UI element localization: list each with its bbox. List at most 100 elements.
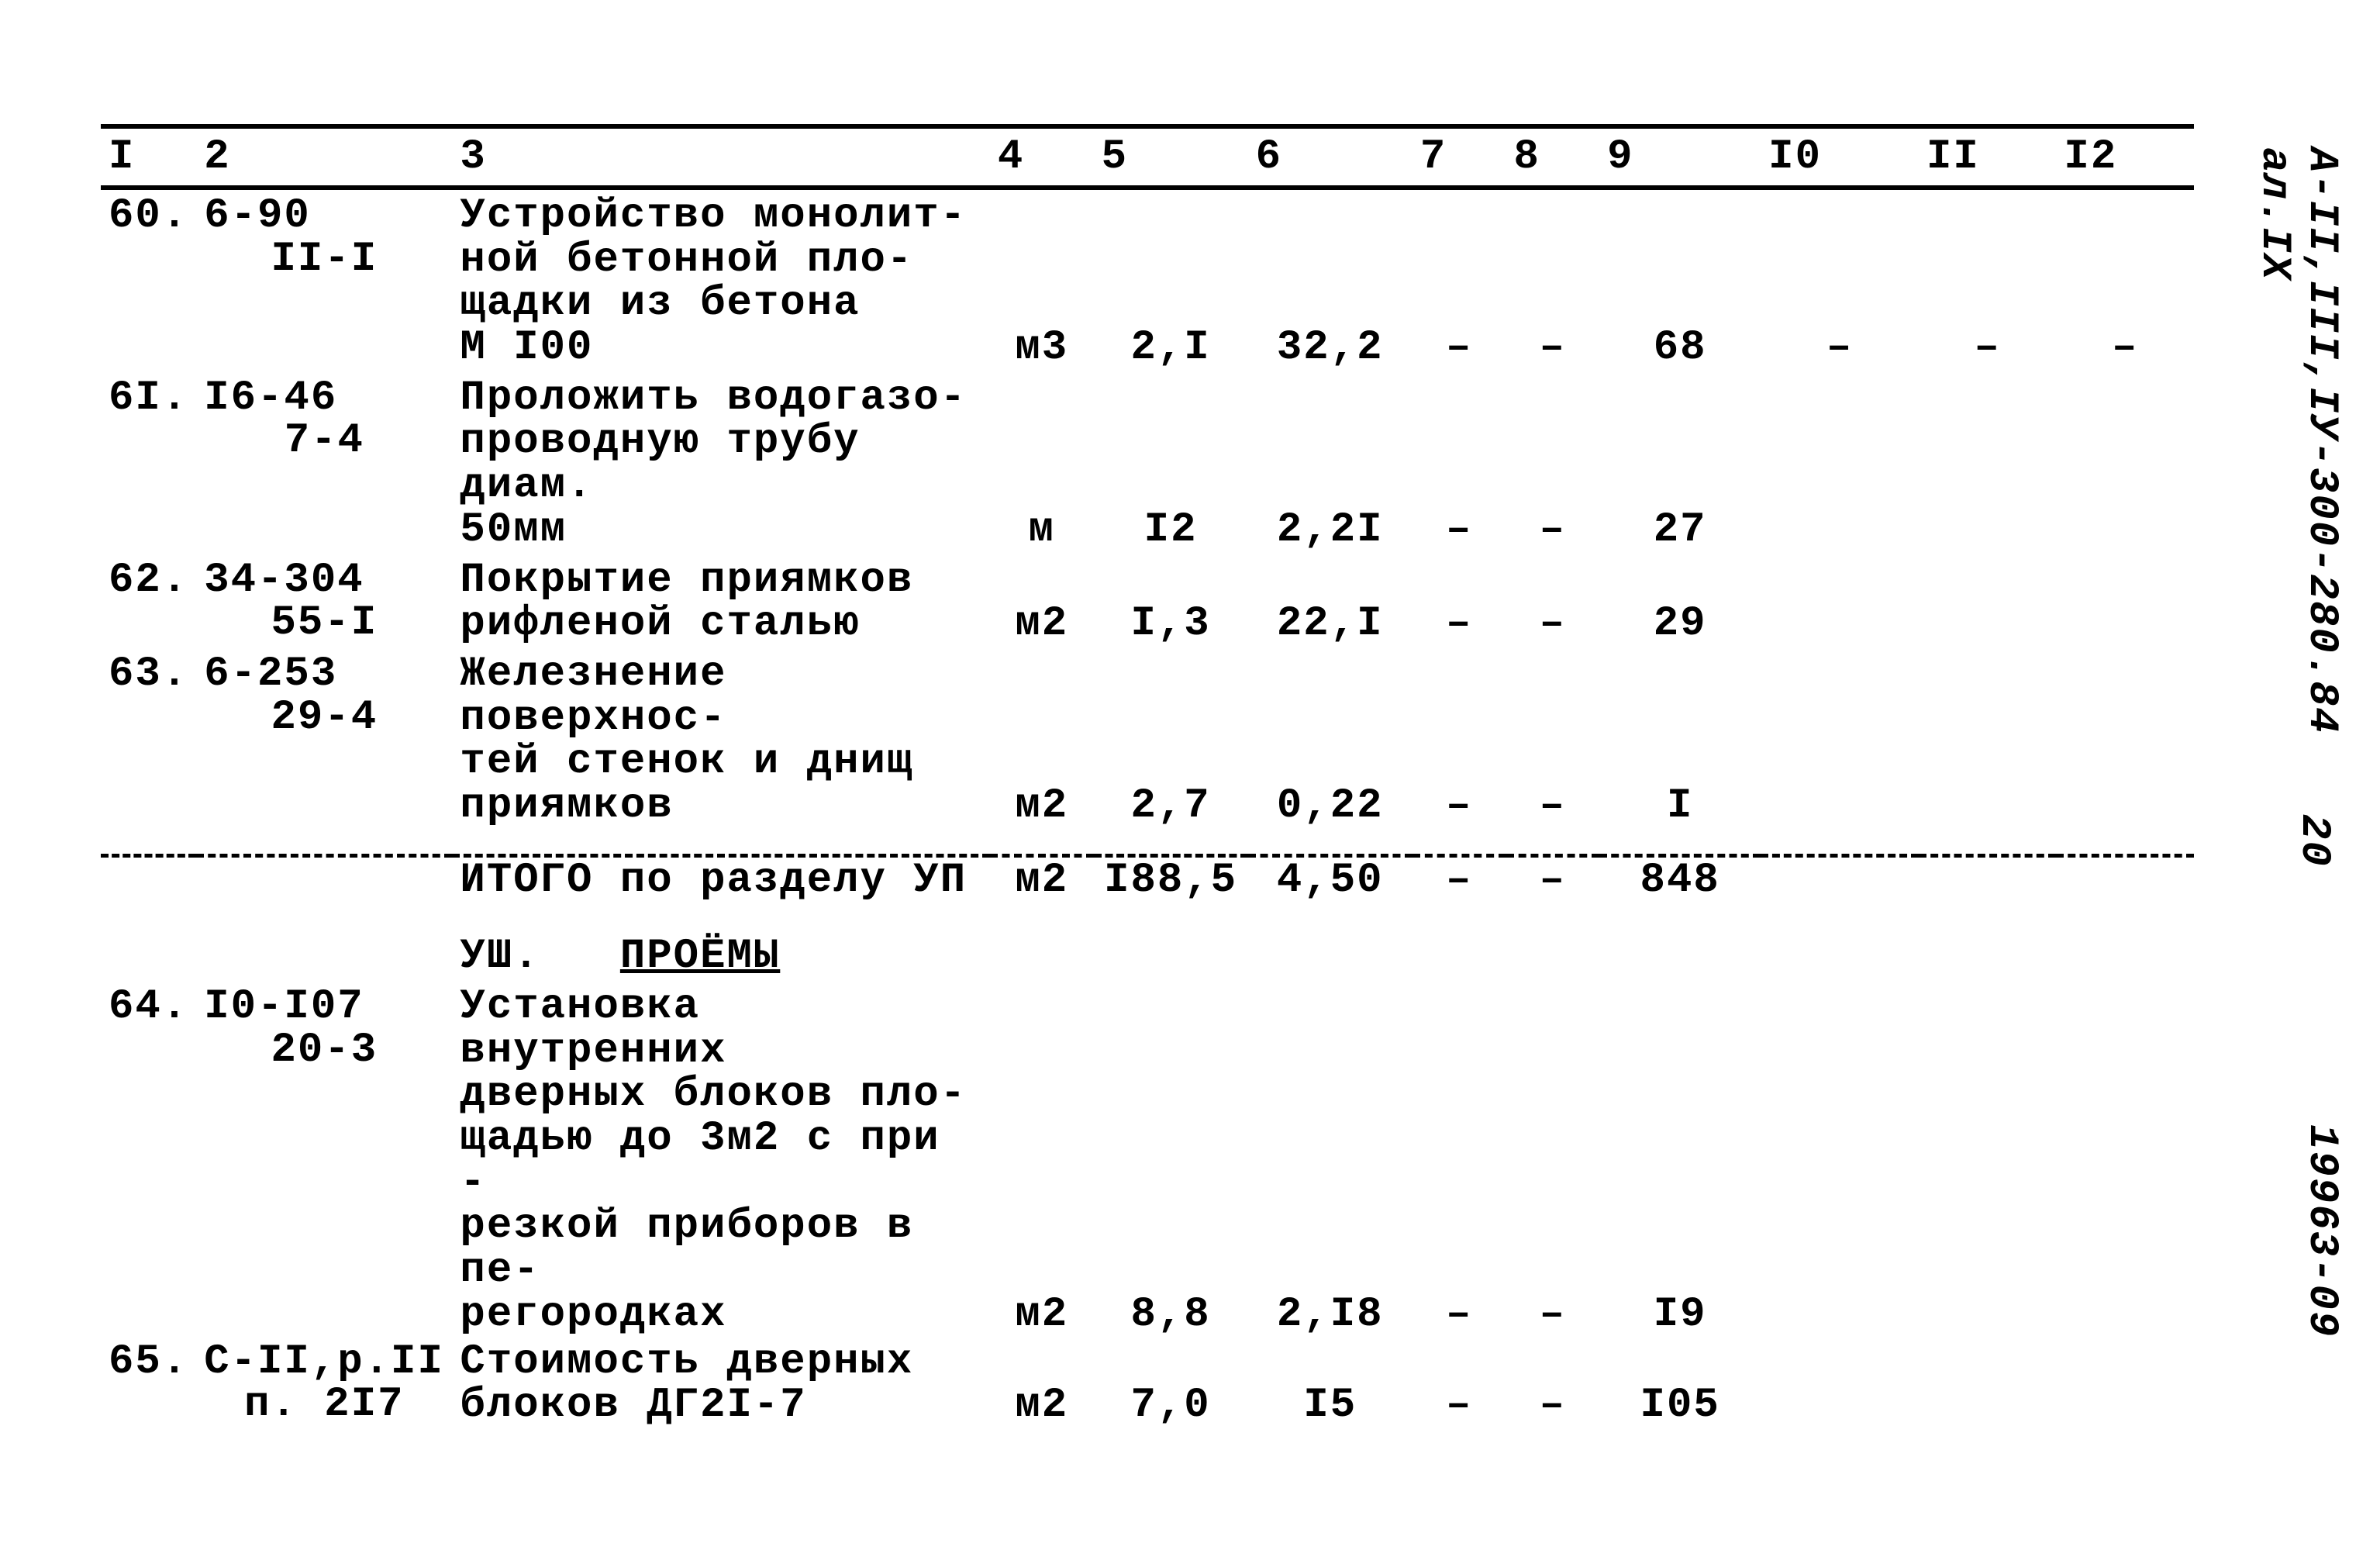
row-c11 [1919, 651, 2056, 830]
ref-top: 6-253 [204, 651, 337, 698]
row-number: 65. [101, 1339, 196, 1430]
table-row: 6I. I6-46 7-4 Проложить водогазо-проводн… [101, 375, 2194, 554]
col-1: I [101, 126, 196, 188]
row-ref: 6-90 II-I [196, 193, 452, 372]
ref-top: I0-I07 [204, 983, 364, 1031]
section-row: УШ. ПРОЁМЫ [101, 934, 2194, 981]
row-c10 [1761, 558, 1919, 648]
subtotal-c10 [1761, 855, 1919, 904]
row-c7: – [1412, 375, 1506, 554]
row-c7: – [1412, 558, 1506, 648]
side-ref-al: ал.IХ [2251, 147, 2298, 734]
row-c5: I,3 [1094, 558, 1248, 648]
subtotal-c11 [1919, 855, 2056, 904]
subtotal-unit: м2 [990, 855, 1094, 904]
subtotal-c6: 4,50 [1248, 855, 1412, 904]
row-c5: 7,0 [1094, 1339, 1248, 1430]
side-reference: А-II,III,IУ-300-280.84 ал.IХ [2251, 147, 2345, 734]
row-c5: 2,7 [1094, 651, 1248, 830]
row-c9: 68 [1599, 193, 1761, 372]
row-c7: – [1412, 651, 1506, 830]
row-c9: I05 [1599, 1339, 1761, 1430]
ref-sub: 29-4 [204, 697, 444, 739]
col-8: 8 [1506, 126, 1600, 188]
section-heading: УШ. ПРОЁМЫ [452, 934, 990, 981]
section-prefix: УШ. [460, 933, 540, 980]
row-c5: I2 [1094, 375, 1248, 554]
row-c6: 2,2I [1248, 375, 1412, 554]
cost-table: I 2 3 4 5 6 7 8 9 I0 II I2 60. 6-90 [101, 124, 2194, 1430]
row-c9: I9 [1599, 984, 1761, 1339]
col-2: 2 [196, 126, 452, 188]
row-ref: С-II,р.II п. 2I7 [196, 1339, 452, 1430]
subtotal-c8: – [1506, 855, 1600, 904]
row-ref: I0-I07 20-3 [196, 984, 452, 1339]
ref-top: I6-46 [204, 375, 337, 422]
col-3: 3 [452, 126, 990, 188]
row-c8: – [1506, 651, 1600, 830]
table-row: 65. С-II,р.II п. 2I7 Стоимость дверныхбл… [101, 1339, 2194, 1430]
side-ref-main: А-II,III,IУ-300-280.84 [2298, 147, 2345, 734]
col-4: 4 [990, 126, 1094, 188]
side-code: 19963-09 [2298, 1124, 2345, 1338]
row-desc: Покрытие приямковрифленой сталью [452, 558, 990, 648]
row-c10 [1761, 984, 1919, 1339]
row-c6: 32,2 [1248, 193, 1412, 372]
col-9: 9 [1599, 126, 1761, 188]
row-unit: м3 [990, 193, 1094, 372]
row-c8: – [1506, 984, 1600, 1339]
subtotal-label: ИТОГО по разделу УП [452, 855, 990, 904]
row-ref: 6-253 29-4 [196, 651, 452, 830]
subtotal-c12 [2056, 855, 2194, 904]
ref-top: 6-90 [204, 192, 311, 240]
ref-sub: 20-3 [204, 1030, 444, 1072]
row-c12 [2056, 651, 2194, 830]
row-number: 60. [101, 193, 196, 372]
subtotal-c9: 848 [1599, 855, 1761, 904]
ref-sub: 55-I [204, 602, 444, 644]
row-c6: I5 [1248, 1339, 1412, 1430]
row-number: 64. [101, 984, 196, 1339]
row-c12 [2056, 558, 2194, 648]
row-c6: 0,22 [1248, 651, 1412, 830]
row-c7: – [1412, 984, 1506, 1339]
col-10: I0 [1761, 126, 1919, 188]
row-c5: 2,I [1094, 193, 1248, 372]
row-c5: 8,8 [1094, 984, 1248, 1339]
ref-sub: п. 2I7 [204, 1384, 444, 1426]
row-c8: – [1506, 193, 1600, 372]
row-desc: Проложить водогазо-проводную трубу диам.… [452, 375, 990, 554]
col-7: 7 [1412, 126, 1506, 188]
row-c10 [1761, 1339, 1919, 1430]
row-desc: Стоимость дверныхблоков ДГ2I-7 [452, 1339, 990, 1430]
col-5: 5 [1094, 126, 1248, 188]
row-desc: Железнение поверхнос-тей стенок и днищпр… [452, 651, 990, 830]
row-c8: – [1506, 375, 1600, 554]
row-ref: I6-46 7-4 [196, 375, 452, 554]
row-c11 [1919, 558, 2056, 648]
row-unit: м2 [990, 558, 1094, 648]
row-c8: – [1506, 1339, 1600, 1430]
row-c12: – [2056, 193, 2194, 372]
ref-top: С-II,р.II [204, 1338, 444, 1386]
row-unit: м [990, 375, 1094, 554]
row-c12 [2056, 1339, 2194, 1430]
row-unit: м2 [990, 651, 1094, 830]
row-desc: Установка внутреннихдверных блоков пло-щ… [452, 984, 990, 1339]
col-12: I2 [2056, 126, 2194, 188]
row-c9: I [1599, 651, 1761, 830]
table-row: 60. 6-90 II-I Устройство монолит-ной бет… [101, 193, 2194, 372]
row-c11 [1919, 1339, 2056, 1430]
row-c7: – [1412, 1339, 1506, 1430]
row-c12 [2056, 375, 2194, 554]
row-c6: 22,I [1248, 558, 1412, 648]
table-row: 63. 6-253 29-4 Железнение поверхнос-тей … [101, 651, 2194, 830]
ref-top: 34-304 [204, 557, 364, 604]
row-c9: 29 [1599, 558, 1761, 648]
table-row: 62. 34-304 55-I Покрытие приямковрифлено… [101, 558, 2194, 648]
subtotal-c7: – [1412, 855, 1506, 904]
row-c11 [1919, 375, 2056, 554]
row-c12 [2056, 984, 2194, 1339]
row-c10 [1761, 375, 1919, 554]
ref-sub: II-I [204, 239, 444, 281]
